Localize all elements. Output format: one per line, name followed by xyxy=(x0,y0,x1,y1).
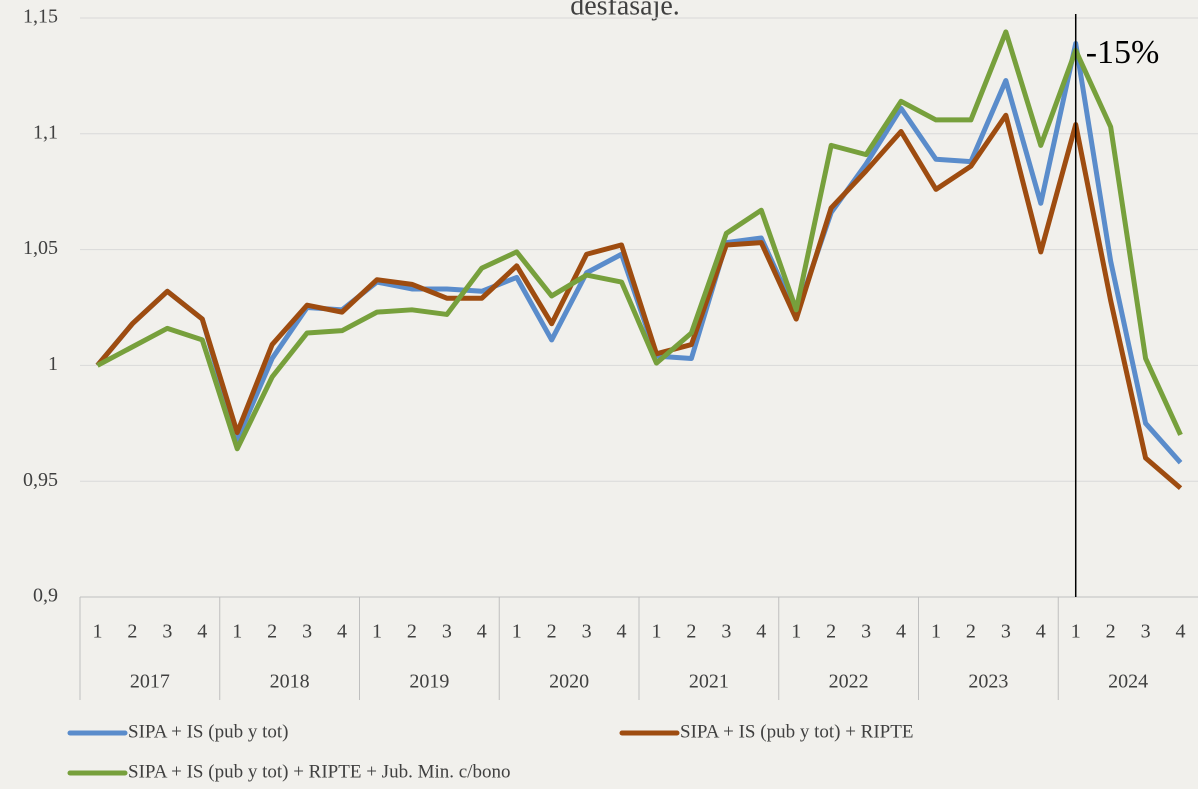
x-tick-label: 3 xyxy=(582,621,592,643)
x-tick-label: 4 xyxy=(337,621,347,643)
x-tick-label: 3 xyxy=(721,621,731,643)
y-tick-label: 1,1 xyxy=(33,121,58,143)
x-tick-label: 1 xyxy=(512,621,522,643)
x-group-label: 2020 xyxy=(549,671,589,693)
x-tick-label: 2 xyxy=(966,621,976,643)
x-tick-label: 2 xyxy=(127,621,137,643)
x-group-label: 2021 xyxy=(689,671,729,693)
x-tick-label: 3 xyxy=(442,621,452,643)
x-group-label: 2022 xyxy=(829,671,869,693)
x-tick-label: 2 xyxy=(267,621,277,643)
x-tick-label: 1 xyxy=(232,621,242,643)
x-tick-label: 2 xyxy=(826,621,836,643)
y-tick-label: 1,15 xyxy=(23,6,58,28)
x-tick-label: 2 xyxy=(686,621,696,643)
x-tick-label: 1 xyxy=(1071,621,1081,643)
x-group-label: 2019 xyxy=(409,671,449,693)
x-tick-label: 2 xyxy=(1106,621,1116,643)
x-tick-label: 1 xyxy=(931,621,941,643)
x-tick-label: 1 xyxy=(651,621,661,643)
x-tick-label: 1 xyxy=(791,621,801,643)
x-tick-label: 3 xyxy=(162,621,172,643)
x-tick-label: 4 xyxy=(197,621,207,643)
x-group-label: 2024 xyxy=(1108,671,1148,693)
x-group-label: 2023 xyxy=(968,671,1008,693)
series-line xyxy=(95,112,1183,491)
annotation: -15% xyxy=(1086,34,1160,71)
x-tick-label: 3 xyxy=(302,621,312,643)
x-tick-label: 4 xyxy=(1176,621,1186,643)
y-tick-label: 0,9 xyxy=(33,585,58,607)
y-tick-label: 1,05 xyxy=(23,237,58,259)
x-tick-label: 4 xyxy=(896,621,906,643)
series-line xyxy=(96,29,1183,452)
x-tick-label: 4 xyxy=(477,621,487,643)
x-tick-label: 4 xyxy=(617,621,627,643)
legend-label: SIPA + IS (pub y tot) xyxy=(128,721,288,742)
y-tick-label: 1 xyxy=(48,353,58,375)
x-tick-label: 1 xyxy=(372,621,382,643)
x-tick-label: 4 xyxy=(756,621,766,643)
x-tick-label: 3 xyxy=(1141,621,1151,643)
x-tick-label: 3 xyxy=(861,621,871,643)
chart-title: desfasaje. xyxy=(570,0,680,21)
x-group-label: 2018 xyxy=(270,671,310,693)
x-group-label: 2017 xyxy=(130,671,170,693)
x-tick-label: 3 xyxy=(1001,621,1011,643)
legend-label: SIPA + IS (pub y tot) + RIPTE + Jub. Min… xyxy=(128,761,510,782)
x-tick-label: 4 xyxy=(1036,621,1046,643)
x-tick-label: 2 xyxy=(407,621,417,643)
x-tick-label: 1 xyxy=(92,621,102,643)
legend-label: SIPA + IS (pub y tot) + RIPTE xyxy=(680,721,913,742)
x-tick-label: 2 xyxy=(547,621,557,643)
y-tick-label: 0,95 xyxy=(23,469,58,491)
